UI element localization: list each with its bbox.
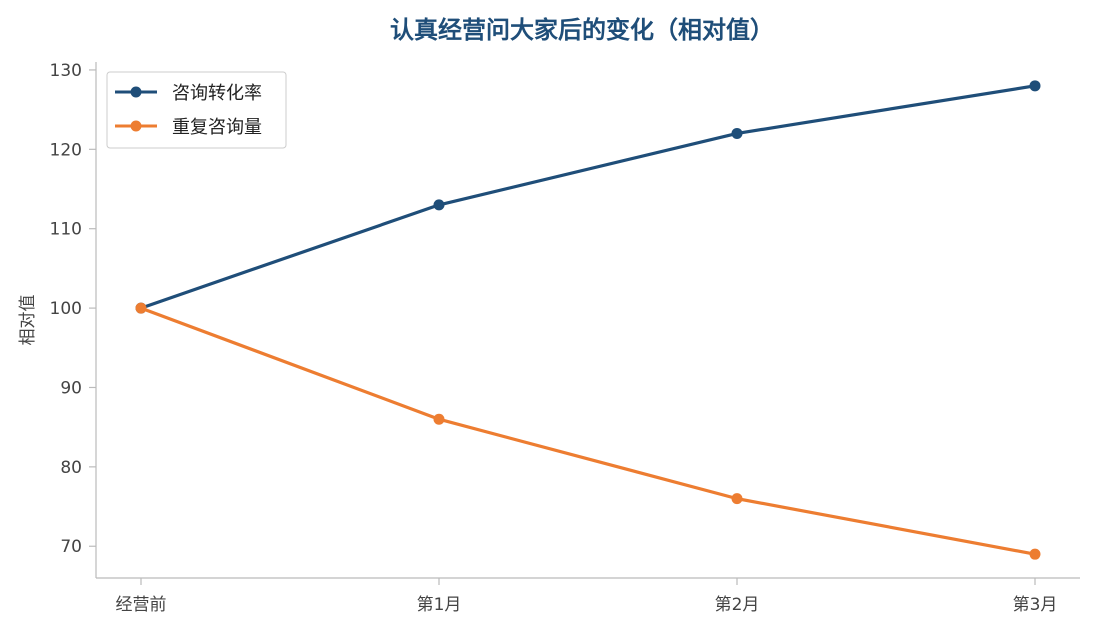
legend-label-consult-conversion: 咨询转化率 [172, 83, 262, 104]
x-tick-label: 第1月 [417, 595, 462, 615]
y-tick-label: 110 [50, 220, 82, 240]
data-point [433, 199, 445, 211]
legend: 咨询转化率 重复咨询量 [106, 71, 287, 149]
legend-marker-consult-conversion [130, 86, 142, 98]
axes [95, 62, 1080, 579]
chart-title: 认真经营问大家后的变化（相对值） [390, 16, 774, 44]
y-axis-label: 相对值 [18, 295, 38, 346]
data-point [433, 413, 445, 425]
series-line [139, 306, 1037, 556]
legend-label-repeat-inquiries: 重复咨询量 [172, 117, 262, 138]
y-tick-label: 130 [50, 61, 82, 81]
data-point [1029, 548, 1041, 560]
data-point [1029, 80, 1041, 92]
y-tick-label: 100 [50, 299, 82, 319]
y-ticks: 70 80 90 100 110 120 130 [50, 61, 96, 557]
legend-marker-repeat-inquiries [130, 120, 142, 132]
data-point [731, 127, 743, 139]
series-layer [135, 80, 1041, 560]
series-line [139, 84, 1037, 310]
data-point [731, 493, 743, 505]
y-tick-label: 80 [60, 458, 82, 478]
y-tick-label: 70 [60, 537, 82, 557]
x-ticks: 经营前 第1月 第2月 第3月 [116, 578, 1058, 615]
data-point [135, 302, 147, 314]
y-tick-label: 120 [50, 140, 82, 160]
y-tick-label: 90 [60, 378, 82, 398]
x-tick-label: 第3月 [1013, 595, 1058, 615]
x-tick-label: 经营前 [116, 595, 167, 615]
x-tick-label: 第2月 [715, 595, 760, 615]
